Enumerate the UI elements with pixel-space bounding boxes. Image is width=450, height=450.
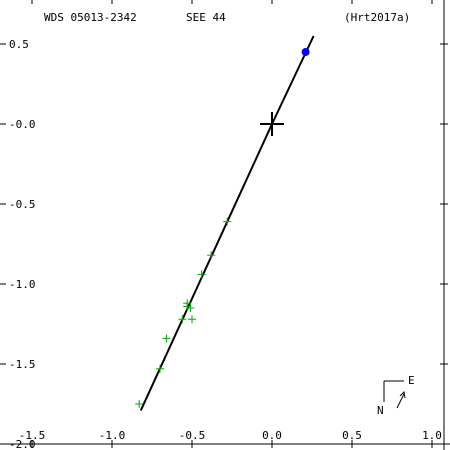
y-tick-label: -0.0	[9, 118, 36, 131]
x-tick-label: -0.5	[179, 429, 206, 442]
reference-point	[301, 48, 310, 56]
motion-arrow-head	[399, 390, 406, 399]
observation-point	[183, 299, 192, 308]
compass-east-label: E	[408, 374, 415, 387]
observation-points	[135, 217, 232, 408]
y-tick-label: -1.5	[9, 358, 36, 371]
y-tick-label: -1.0	[9, 278, 36, 291]
compass-north-label: N	[377, 404, 384, 417]
observation-point	[186, 304, 195, 312]
header-center-label: SEE 44	[186, 11, 226, 24]
observation-point	[188, 315, 196, 324]
observation-point	[162, 334, 171, 343]
motion-arrow-shaft	[396, 393, 405, 409]
x-tick-label: 0.0	[262, 429, 282, 442]
y-tick-label: 0.5	[9, 38, 29, 51]
observation-point	[178, 315, 187, 324]
observation-point	[223, 217, 232, 226]
y-tick-label: -2.0	[9, 438, 36, 450]
observation-point	[156, 364, 164, 373]
observation-point	[207, 251, 216, 260]
header-left-label: WDS 05013-2342	[44, 11, 137, 24]
compass: N E	[377, 374, 415, 417]
observation-point	[135, 400, 144, 408]
header-right-label: (Hrt2017a)	[344, 11, 410, 24]
reference-markers	[260, 48, 310, 136]
observation-point	[197, 270, 206, 279]
x-tick-label: -1.0	[99, 429, 126, 442]
x-tick-label: 1.0	[422, 429, 442, 442]
x-tick-label: -1.5	[19, 429, 46, 442]
x-tick-label: 0.5	[342, 429, 362, 442]
y-tick-label: -0.5	[9, 198, 36, 211]
